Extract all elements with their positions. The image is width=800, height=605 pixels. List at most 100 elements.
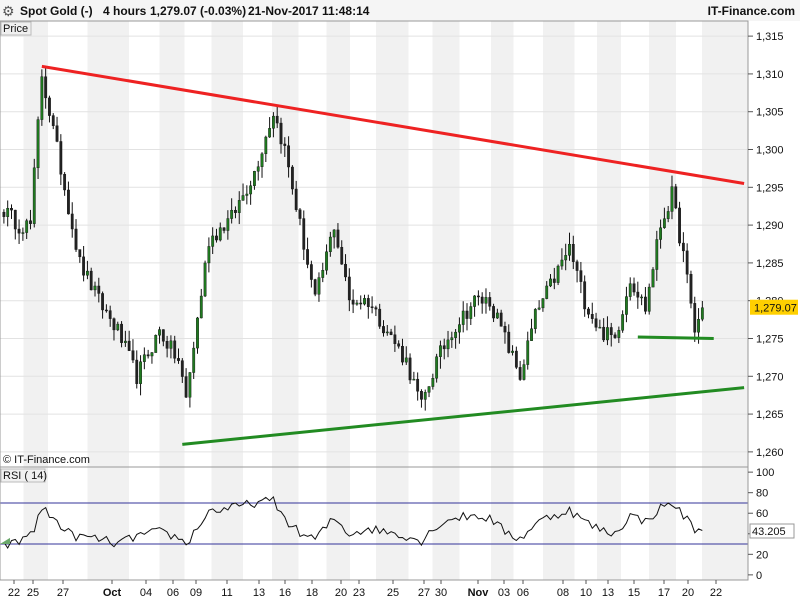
candle-body (545, 285, 549, 299)
candle-body (541, 298, 545, 309)
candle-body (86, 270, 89, 276)
candle-body (427, 386, 431, 393)
candle-body (404, 357, 408, 363)
candle-body (480, 296, 484, 304)
price-label-box (0, 21, 32, 36)
rsi-alt-band (159, 467, 185, 580)
candle-body (385, 331, 389, 334)
candle-body (21, 232, 25, 234)
candle-body (442, 345, 446, 350)
candle-body (161, 329, 165, 342)
candle-body (279, 122, 283, 145)
candle-body (112, 318, 116, 331)
candle-body (268, 128, 272, 138)
watermark: © IT-Finance.com (3, 454, 90, 466)
trendline-support (182, 386, 745, 446)
x-tick-label: 13 (602, 587, 614, 599)
candle-body (556, 265, 560, 283)
candle-body (188, 372, 192, 398)
candle-body (435, 356, 439, 379)
price-alt-band (649, 21, 676, 467)
candle-body (363, 298, 366, 305)
candle-body (681, 242, 685, 252)
rsi-alt-band (543, 467, 575, 580)
candle-body (234, 209, 237, 213)
candle-body (154, 335, 158, 353)
x-tick-label: 15 (628, 587, 640, 599)
candle-body (336, 229, 340, 248)
candle-body (101, 293, 104, 311)
candle-body (63, 174, 67, 191)
candle-body (158, 329, 161, 336)
candle-body (260, 153, 264, 167)
candle-body (613, 334, 617, 338)
candle-body (70, 213, 74, 230)
candle-body (196, 317, 199, 349)
rsi-alt-band (702, 467, 748, 580)
candle-body (298, 209, 302, 219)
price-alt-band (211, 21, 243, 467)
price-alt-band (432, 21, 460, 467)
candle-body (249, 185, 253, 195)
candle-body (397, 343, 401, 347)
price-grid (0, 35, 748, 453)
candle-body (253, 171, 256, 186)
candle-body (678, 207, 681, 244)
candle-body (36, 119, 40, 169)
x-tick-label: 04 (140, 587, 152, 599)
x-tick-label: 09 (190, 587, 202, 599)
header-bar (0, 0, 800, 21)
candle-body (309, 264, 313, 280)
candle-body (199, 295, 203, 319)
candle-body (59, 141, 63, 175)
candle-body (594, 318, 598, 328)
x-tick-label: 17 (658, 587, 670, 599)
candle-body (290, 166, 294, 190)
rsi-tick-label: 0 (756, 570, 762, 582)
candle-body (495, 312, 499, 319)
candle-body (389, 331, 393, 335)
candle-body (344, 263, 347, 278)
candle-body (256, 166, 260, 172)
candle-body (579, 270, 583, 282)
rsi-background (23, 467, 748, 580)
candle-body (533, 309, 537, 329)
gear-icon[interactable]: ⚙ (2, 3, 15, 19)
candle-body (697, 319, 700, 333)
x-tick-label: 22 (710, 587, 722, 599)
candle-body (275, 115, 279, 124)
candle-body (272, 115, 275, 129)
candle-body (685, 250, 689, 275)
candle-body (537, 307, 541, 310)
price-trendlines (41, 64, 745, 446)
candle-body (222, 227, 226, 231)
candle-body (549, 278, 552, 287)
candle-body (503, 326, 507, 333)
candle-body (507, 331, 511, 353)
candle-body (351, 299, 355, 305)
candle-body (78, 249, 82, 258)
candle-body (382, 326, 385, 334)
rsi-alt-band (272, 467, 299, 580)
candle-body (564, 255, 568, 261)
candle-body (450, 337, 454, 341)
candle-body (598, 326, 602, 329)
price-tick-label: 1,275 (756, 333, 784, 345)
candle-body (689, 274, 693, 304)
x-tick-label: 22 (8, 587, 20, 599)
candle-body (666, 211, 670, 219)
candle-body (412, 378, 416, 381)
candle-body (184, 376, 188, 398)
candle-body (131, 350, 135, 361)
price-tick-label: 1,260 (756, 447, 784, 459)
candle-body (662, 218, 666, 228)
candle-body (97, 285, 101, 294)
candle-body (560, 259, 564, 267)
candle-body (499, 312, 503, 327)
candle-body (215, 235, 218, 241)
candle-body (6, 208, 10, 217)
candle-body (13, 209, 17, 230)
rsi-alt-band (432, 467, 460, 580)
candle-body (530, 328, 533, 341)
candle-body (313, 279, 317, 295)
